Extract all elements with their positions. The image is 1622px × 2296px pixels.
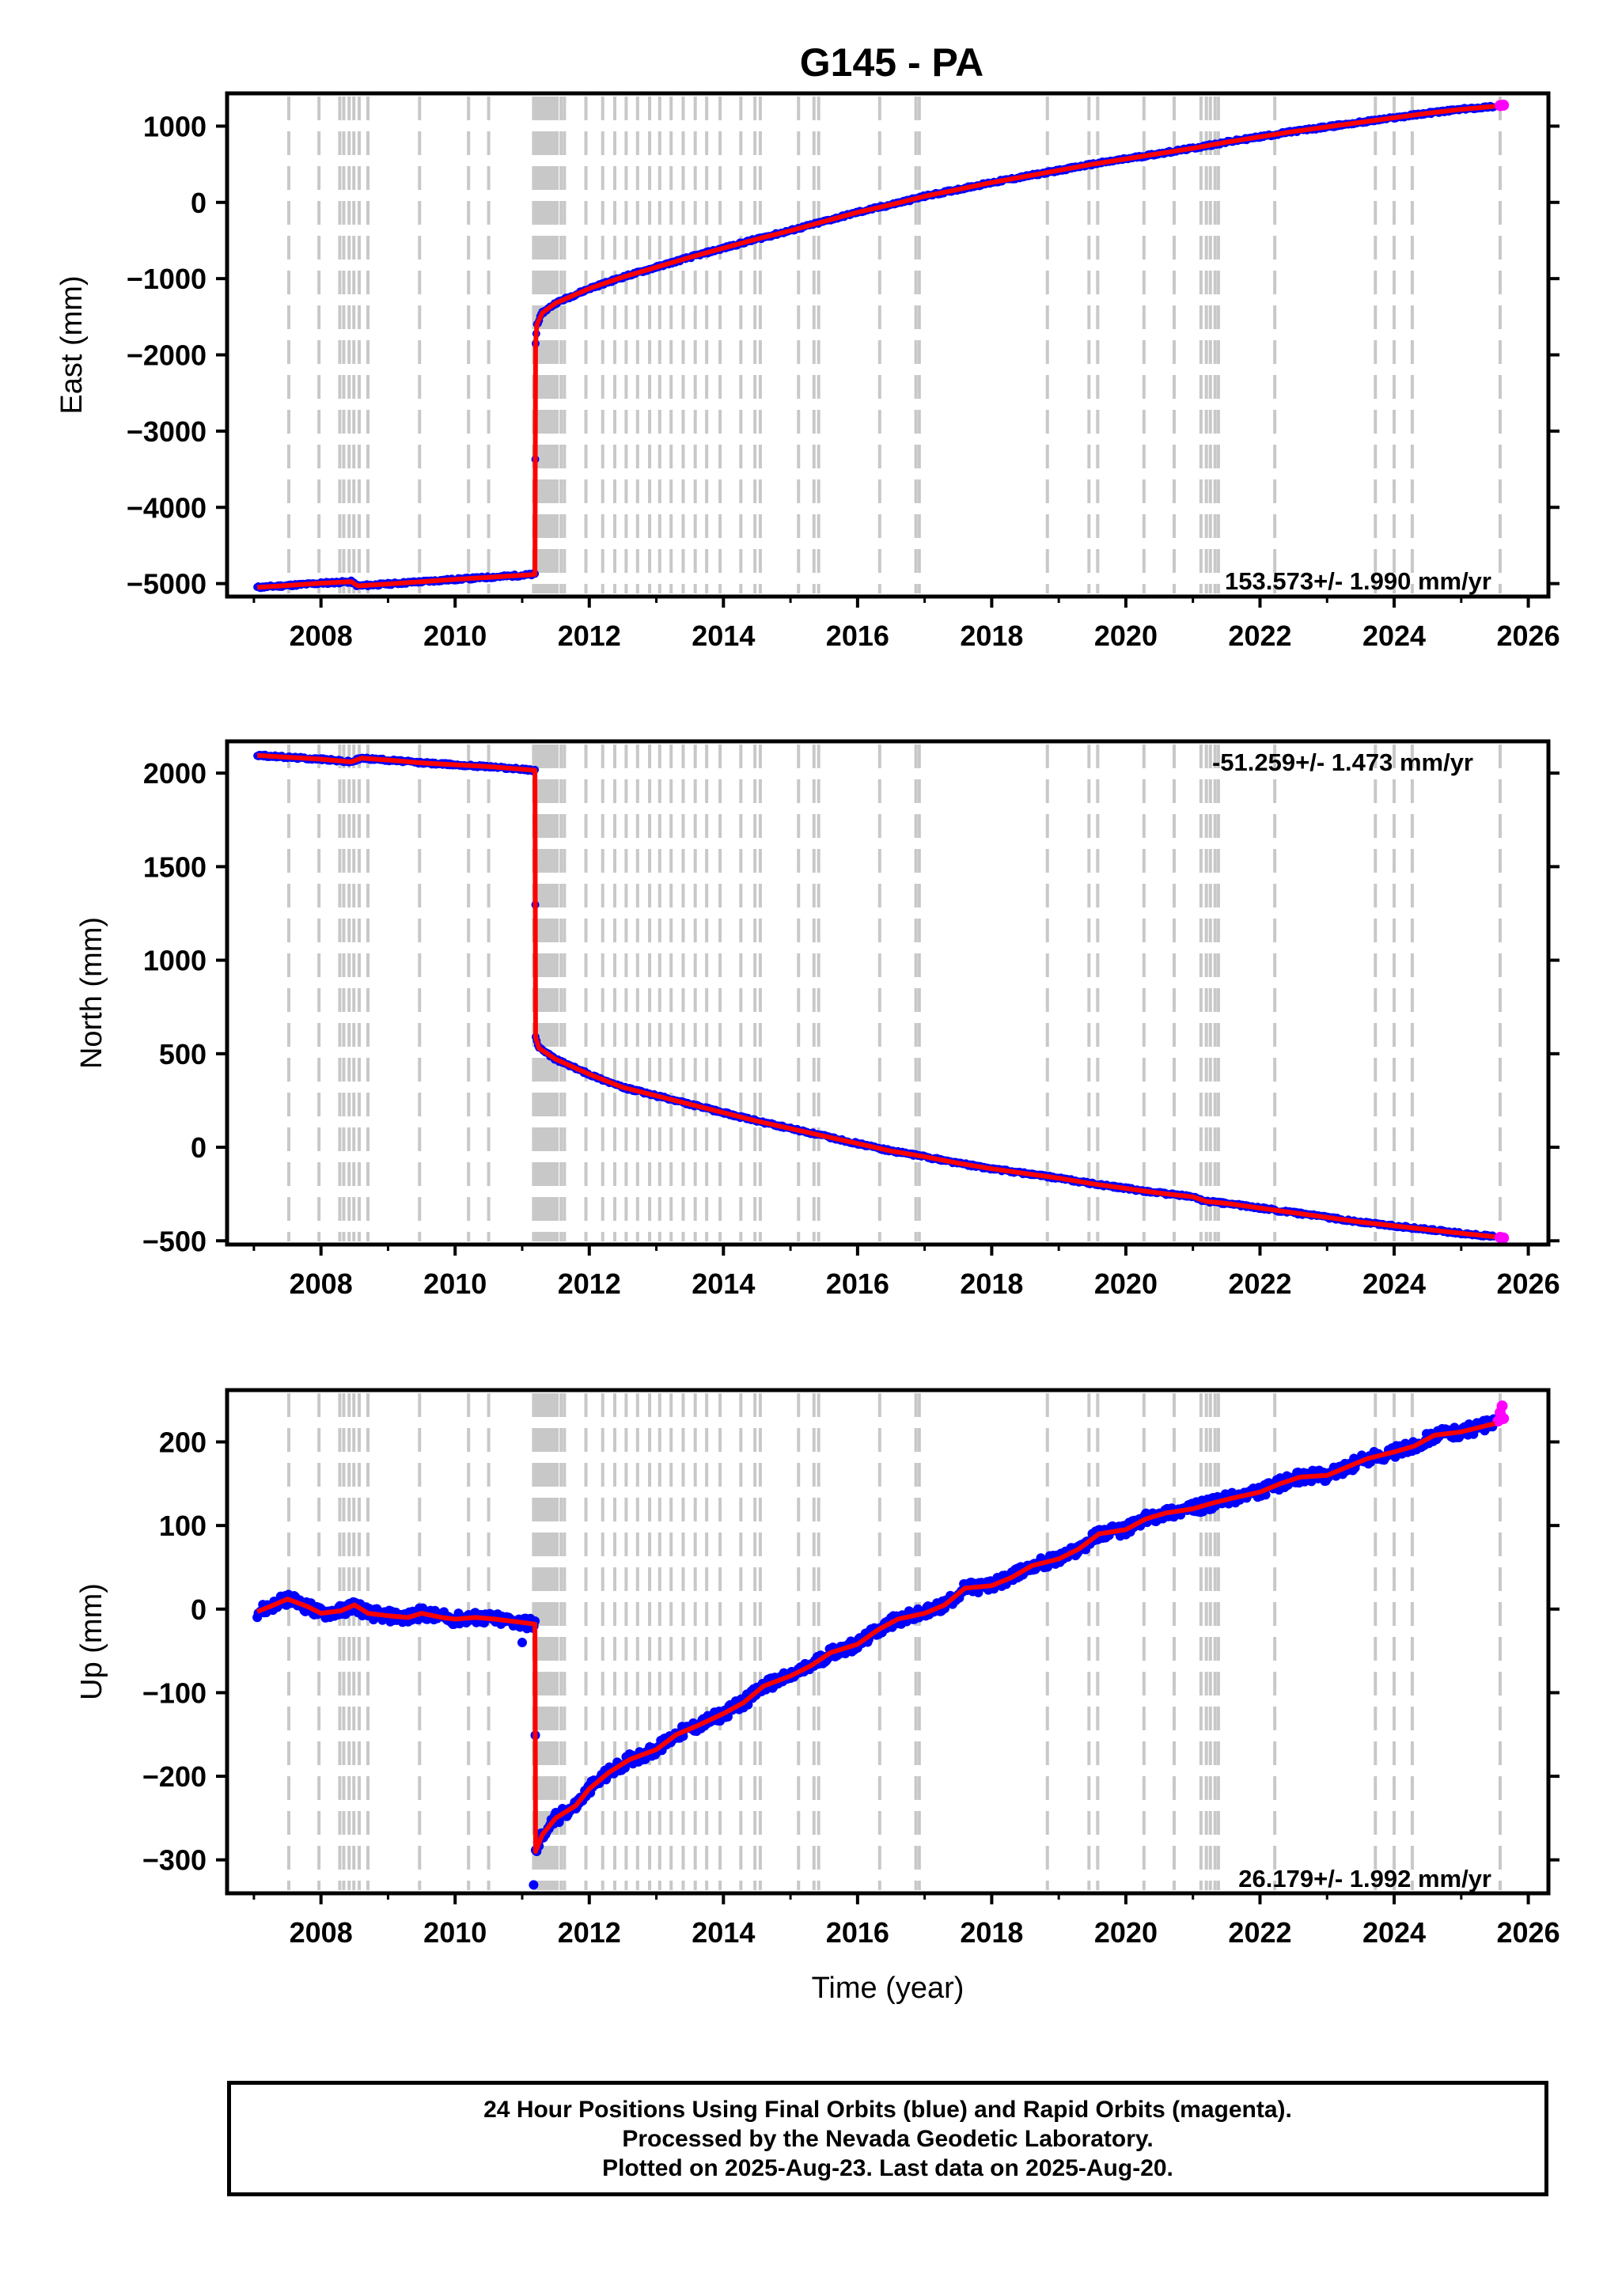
north-xtick-label: 2022: [1228, 1267, 1291, 1300]
east-xtick-label: 2014: [692, 619, 755, 652]
north-ytick-label: 1500: [143, 851, 207, 883]
north-xtick-label: 2008: [290, 1267, 353, 1300]
up-final-points: [252, 1414, 1499, 1890]
east-ytick-label: −4000: [127, 491, 207, 524]
east-ytick-label: −1000: [127, 263, 207, 295]
east-xtick-label: 2024: [1362, 619, 1426, 652]
up-ytick-label: −200: [142, 1760, 207, 1793]
up-ytick-label: −300: [142, 1844, 207, 1877]
north-axes: 2008 2010 2012 2014 2016 2018 2020 2022 2024 2026…: [142, 757, 1560, 1300]
north-xtick-label: 2020: [1094, 1267, 1158, 1300]
north-xtick-label: 2014: [692, 1267, 755, 1300]
up-xlabel: Time (year): [812, 1972, 964, 2005]
north-xtick-label: 2026: [1497, 1267, 1560, 1300]
east-ytick-label: 1000: [143, 110, 207, 142]
north-xtick-label: 2010: [423, 1267, 487, 1300]
north-ytick-label: 500: [159, 1038, 207, 1070]
up-ytick-label: −100: [142, 1677, 207, 1709]
east-axes: 2008 2010 2012 2014 2016 2018 2020 2022 2024 2026…: [127, 110, 1560, 652]
north-xtick-label: 2012: [558, 1267, 621, 1300]
north-rate-label: -51.259+/- 1.473 mm/yr: [1212, 748, 1473, 776]
east-xtick-label: 2022: [1228, 619, 1291, 652]
up-panel: 2008 2010 2012 2014 2016 2018 2020 2022 2024 2026…: [75, 1388, 1560, 2005]
east-ytick-label: −5000: [127, 568, 207, 601]
east-event-lines: [286, 97, 1502, 593]
north-event-lines: [286, 744, 1502, 1241]
up-xtick-label: 2024: [1362, 1916, 1426, 1949]
up-rate-label: 26.179+/- 1.992 mm/yr: [1238, 1865, 1491, 1892]
north-ytick-label: 0: [191, 1131, 207, 1164]
up-final-point: [973, 1587, 983, 1597]
up-rapid-point: [1496, 1400, 1508, 1412]
caption-line-1: 24 Hour Positions Using Final Orbits (bl…: [483, 2096, 1292, 2123]
east-xtick-label: 2010: [423, 619, 487, 652]
north-ytick-label: 2000: [143, 757, 207, 790]
east-ytick-label: −2000: [127, 339, 207, 372]
up-xtick-label: 2008: [290, 1916, 353, 1949]
east-rate-label: 153.573+/- 1.990 mm/yr: [1225, 567, 1491, 595]
north-final-points: [253, 750, 1498, 1241]
east-xtick-label: 2012: [558, 619, 621, 652]
caption-line-3: Plotted on 2025-Aug-23. Last data on 202…: [602, 2154, 1173, 2181]
north-rapid-point: [1498, 1232, 1510, 1244]
up-ytick-label: 200: [159, 1426, 207, 1459]
up-ytick-label: 100: [159, 1510, 207, 1542]
chart-title: G145 - PA: [800, 40, 984, 85]
east-xtick-label: 2020: [1094, 619, 1158, 652]
up-xtick-label: 2018: [960, 1916, 1023, 1949]
up-xtick-label: 2016: [826, 1916, 889, 1949]
up-data: [252, 1400, 1510, 1890]
north-xtick-label: 2018: [960, 1267, 1023, 1300]
east-model-line: [256, 104, 1495, 590]
east-ylabel: East (mm): [55, 275, 89, 414]
north-ytick-label: −500: [142, 1225, 207, 1257]
north-xtick-label: 2016: [826, 1267, 889, 1300]
east-final-points: [253, 101, 1498, 593]
up-outlier-point: [517, 1638, 527, 1648]
east-xtick-label: 2018: [960, 619, 1023, 652]
up-rapid-point: [1498, 1412, 1510, 1424]
north-panel: 2008 2010 2012 2014 2016 2018 2020 2022 2024 2026…: [75, 739, 1560, 1300]
up-axes: 2008 2010 2012 2014 2016 2018 2020 2022 2024 2026…: [142, 1426, 1560, 1949]
up-outlier-point: [529, 1880, 539, 1890]
north-data: [253, 750, 1510, 1244]
up-xtick-label: 2022: [1228, 1916, 1291, 1949]
east-ytick-label: −3000: [127, 415, 207, 448]
north-ylabel: North (mm): [75, 917, 108, 1069]
up-xtick-label: 2010: [423, 1916, 487, 1949]
north-plot-frame: [225, 739, 1551, 1247]
up-final-point: [369, 1615, 379, 1625]
up-plot-frame: [225, 1388, 1551, 1896]
east-xtick-label: 2008: [290, 619, 353, 652]
up-xtick-label: 2012: [558, 1916, 621, 1949]
east-xtick-label: 2016: [826, 619, 889, 652]
caption-box: 24 Hour Positions Using Final Orbits (bl…: [227, 2081, 1548, 2196]
up-model-line: [256, 1421, 1495, 1855]
east-xtick-label: 2026: [1497, 619, 1560, 652]
east-panel: 2008 2010 2012 2014 2016 2018 2020 2022 2024 2026…: [55, 91, 1560, 652]
east-ytick-label: 0: [191, 187, 207, 219]
east-rapid-point: [1498, 99, 1510, 111]
east-plot-frame: [225, 91, 1551, 599]
caption-line-2: Processed by the Nevada Geodetic Laborat…: [622, 2125, 1154, 2152]
up-xtick-label: 2026: [1497, 1916, 1560, 1949]
north-model-line: [256, 752, 1495, 1240]
up-ylabel: Up (mm): [75, 1583, 108, 1700]
up-xtick-label: 2020: [1094, 1916, 1158, 1949]
up-ytick-label: 0: [191, 1593, 207, 1626]
up-event-lines: [286, 1393, 1502, 1890]
north-ytick-label: 1000: [143, 945, 207, 977]
up-xtick-label: 2014: [692, 1916, 755, 1949]
east-data: [253, 99, 1510, 593]
north-xtick-label: 2024: [1362, 1267, 1426, 1300]
